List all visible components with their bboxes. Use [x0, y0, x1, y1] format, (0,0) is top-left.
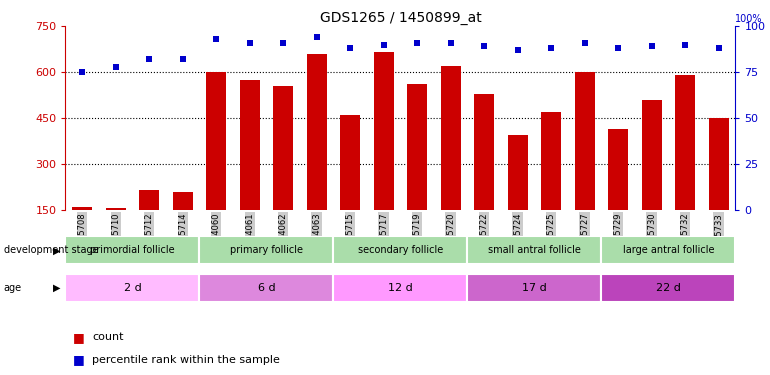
Point	[243, 40, 256, 46]
Bar	[199, 236, 333, 264]
Title: GDS1265 / 1450899_at: GDS1265 / 1450899_at	[320, 11, 481, 25]
Bar	[333, 274, 467, 302]
Point	[612, 45, 624, 51]
Bar	[72, 207, 92, 210]
Text: ▶: ▶	[52, 283, 60, 293]
Bar	[708, 118, 728, 210]
Text: small antral follicle: small antral follicle	[488, 245, 581, 255]
Point	[377, 42, 390, 48]
Bar	[105, 209, 126, 210]
Point	[76, 69, 89, 75]
Point	[511, 47, 524, 53]
Point	[411, 40, 424, 46]
Bar	[373, 52, 393, 210]
Bar	[273, 86, 293, 210]
Point	[578, 40, 591, 46]
Point	[679, 42, 691, 48]
Point	[310, 34, 323, 40]
Text: secondary follicle: secondary follicle	[358, 245, 443, 255]
Bar	[474, 94, 494, 210]
Bar	[199, 274, 333, 302]
Point	[210, 36, 223, 42]
Bar	[608, 129, 628, 210]
Bar	[440, 66, 460, 210]
Point	[143, 56, 156, 62]
Text: ■: ■	[73, 331, 85, 344]
Bar	[574, 72, 594, 210]
Bar	[675, 75, 695, 210]
Bar	[507, 135, 527, 210]
Text: ■: ■	[73, 354, 85, 366]
Bar	[467, 274, 601, 302]
Point	[478, 44, 490, 50]
Bar	[541, 112, 561, 210]
Text: primordial follicle: primordial follicle	[90, 245, 175, 255]
Text: primary follicle: primary follicle	[230, 245, 303, 255]
Point	[176, 56, 189, 62]
Point	[277, 40, 290, 46]
Point	[344, 45, 357, 51]
Bar	[65, 236, 199, 264]
Bar	[340, 115, 360, 210]
Bar	[306, 54, 326, 210]
Text: ▶: ▶	[52, 245, 60, 255]
Point	[444, 40, 457, 46]
Text: count: count	[92, 333, 124, 342]
Bar	[239, 80, 259, 210]
Point	[545, 45, 557, 51]
Bar	[206, 72, 226, 210]
Text: 17 d: 17 d	[522, 283, 547, 293]
Text: large antral follicle: large antral follicle	[623, 245, 714, 255]
Text: 100%: 100%	[735, 14, 763, 24]
Bar	[601, 236, 735, 264]
Bar	[407, 84, 427, 210]
Text: development stage: development stage	[4, 245, 99, 255]
Bar	[467, 236, 601, 264]
Text: 22 d: 22 d	[656, 283, 681, 293]
Bar	[333, 236, 467, 264]
Bar	[641, 100, 661, 210]
Text: 6 d: 6 d	[258, 283, 275, 293]
Point	[645, 44, 658, 50]
Bar	[139, 190, 159, 210]
Text: 2 d: 2 d	[123, 283, 142, 293]
Bar	[172, 192, 192, 210]
Bar	[601, 274, 735, 302]
Text: age: age	[4, 283, 22, 293]
Point	[712, 45, 725, 51]
Bar	[65, 274, 199, 302]
Text: percentile rank within the sample: percentile rank within the sample	[92, 355, 280, 365]
Point	[109, 64, 122, 70]
Text: 12 d: 12 d	[388, 283, 413, 293]
